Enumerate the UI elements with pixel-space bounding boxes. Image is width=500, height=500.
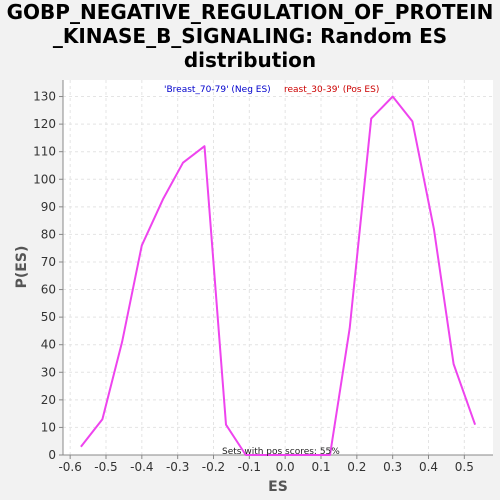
y-tick-label: 0 — [48, 448, 56, 462]
x-tick-label: 0.0 — [276, 460, 295, 474]
y-tick-label: 30 — [41, 365, 56, 379]
y-tick-label: 130 — [33, 90, 56, 104]
series-line — [80, 95, 477, 456]
y-tick-label: 10 — [41, 420, 56, 434]
x-tick-label: -0.6 — [58, 460, 81, 474]
x-tick-label: 0.5 — [455, 460, 474, 474]
x-axis-title: ES — [268, 479, 288, 495]
x-tick-label: -0.1 — [238, 460, 261, 474]
x-tick-label: -0.3 — [166, 460, 189, 474]
chart-title: GOBP_NEGATIVE_REGULATION_OF_PROTEIN _KIN… — [0, 0, 500, 72]
y-tick-label: 60 — [41, 283, 56, 297]
y-tick-label: 70 — [41, 255, 56, 269]
ticks: -0.6 -0.5 -0.4 -0.3 -0.2 -0.1 0.0 0.1 0.2 0.3 0.4 0… — [33, 90, 474, 474]
x-tick-label: -0.2 — [202, 460, 225, 474]
x-tick-label: 0.4 — [419, 460, 438, 474]
y-tick-label: 110 — [33, 145, 56, 159]
legend-neg-label: 'Breast_70-79' (Neg ES) — [164, 85, 271, 95]
y-tick-label: 20 — [41, 393, 56, 407]
y-tick-label: 50 — [41, 310, 56, 324]
annotation-pos-scores: Sets with pos scores: 55% — [222, 447, 340, 457]
chart-title-line-3: distribution — [183, 48, 317, 72]
plot-area — [63, 80, 493, 455]
x-tick-label: 0.3 — [383, 460, 402, 474]
x-tick-label: 0.2 — [347, 460, 366, 474]
x-tick-label: 0.1 — [311, 460, 330, 474]
series-layer — [80, 95, 477, 456]
chart-title-line-2: _KINASE_B_SIGNALING: Random ES — [52, 24, 448, 48]
y-tick-label: 90 — [41, 200, 56, 214]
x-tick-label: -0.5 — [94, 460, 117, 474]
chart-title-line-1: GOBP_NEGATIVE_REGULATION_OF_PROTEIN — [6, 0, 494, 24]
y-axis-title: P(ES) — [14, 246, 30, 289]
legend-pos-label: reast_30-39' (Pos ES) — [284, 85, 379, 95]
y-tick-label: 100 — [33, 172, 56, 186]
y-tick-label: 120 — [33, 117, 56, 131]
y-tick-label: 80 — [41, 227, 56, 241]
x-tick-label: -0.4 — [130, 460, 153, 474]
y-tick-label: 40 — [41, 338, 56, 352]
